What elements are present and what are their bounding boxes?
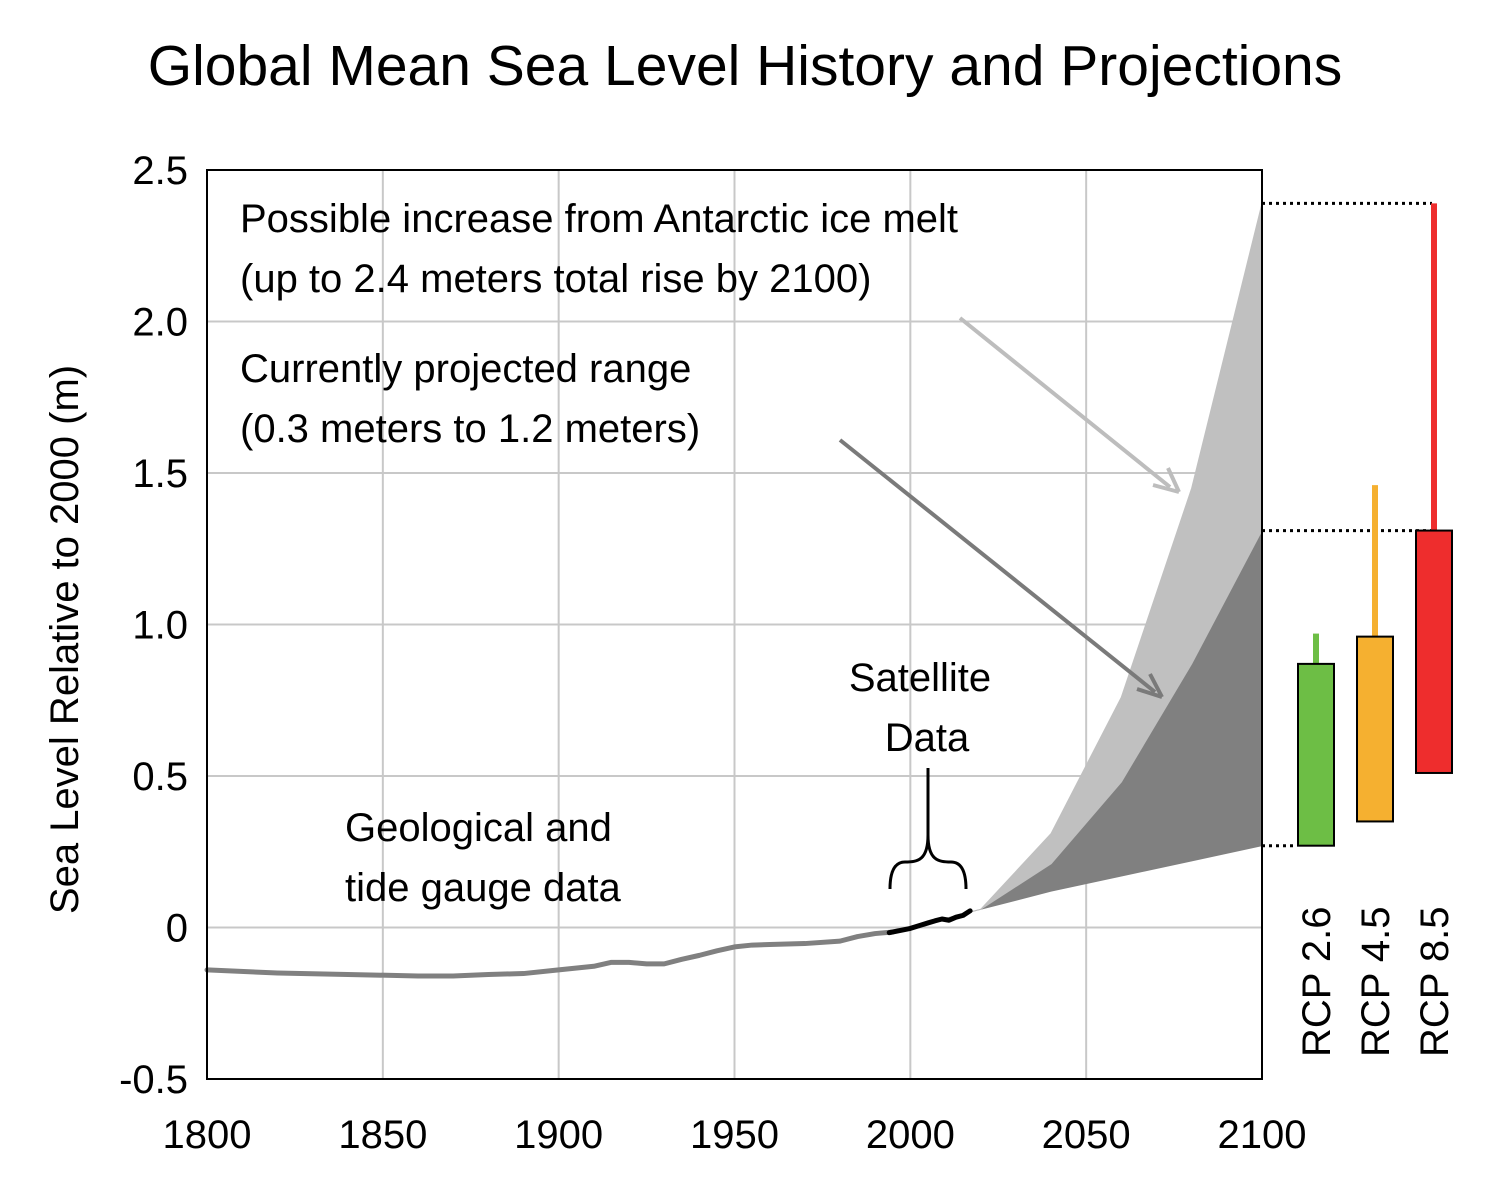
projected-annotation-line1: Currently projected range <box>240 347 691 391</box>
x-tick-label-1: 1850 <box>338 1113 427 1157</box>
y-tick-label-4: 1.5 <box>132 452 188 496</box>
antarctic-annotation-line2: (up to 2.4 meters total rise by 2100) <box>240 257 871 301</box>
rcp-box-1 <box>1356 635 1394 823</box>
projected-annotation-line2: (0.3 meters to 1.2 meters) <box>240 407 700 451</box>
antarctic-arrowhead <box>1152 467 1181 494</box>
y-tick-label-3: 1.0 <box>132 604 188 648</box>
y-axis-label: Sea Level Relative to 2000 (m) <box>43 365 87 914</box>
y-tick-labels: -0.5 0 0.5 1.0 1.5 2.0 2.5 <box>119 149 188 1102</box>
x-tick-label-5: 2050 <box>1042 1113 1131 1157</box>
rcp-box-0 <box>1297 662 1335 847</box>
reference-lines <box>1262 201 1432 848</box>
series-line-1 <box>886 908 973 936</box>
x-tick-label-3: 1950 <box>690 1113 779 1157</box>
projected-arrowhead <box>1136 673 1164 699</box>
geological-annotation-line1: Geological and <box>345 806 612 850</box>
x-tick-labels: 1800 1850 1900 1950 2000 2050 2100 <box>163 1113 1307 1157</box>
y-tick-label-1: 0 <box>166 907 188 951</box>
y-tick-label-6: 2.5 <box>132 149 188 193</box>
antarctic-annotation-line1: Possible increase from Antarctic ice mel… <box>240 197 958 241</box>
annotations: Possible increase from Antarctic ice mel… <box>240 197 1181 910</box>
rcp-label-0: RCP 2.6 <box>1295 907 1339 1057</box>
grid <box>206 169 1263 1080</box>
x-tick-label-4: 2000 <box>866 1113 955 1157</box>
y-tick-label-2: 0.5 <box>132 755 188 799</box>
plot-frame <box>206 169 1263 1080</box>
geological-annotation-line2: tide gauge data <box>345 866 622 910</box>
rcp-label-1: RCP 4.5 <box>1354 907 1398 1057</box>
satellite-bracket <box>888 768 968 890</box>
antarctic-arrow <box>958 316 1172 489</box>
series-line-0 <box>204 929 896 979</box>
y-tick-label-0: -0.5 <box>119 1058 188 1102</box>
rcp-box-2 <box>1415 529 1453 774</box>
history-lines <box>204 908 973 979</box>
x-tick-label-6: 2100 <box>1218 1113 1307 1157</box>
satellite-annotation-line2: Data <box>885 716 970 760</box>
chart-title: Global Mean Sea Level History and Projec… <box>148 34 1342 98</box>
rcp-bars: RCP 2.6 RCP 4.5 RCP 8.5 <box>1295 203 1457 1057</box>
x-tick-label-2: 1900 <box>514 1113 603 1157</box>
x-tick-label-0: 1800 <box>163 1113 252 1157</box>
rcp-label-2: RCP 8.5 <box>1413 907 1457 1057</box>
satellite-annotation-line1: Satellite <box>849 656 991 700</box>
projected-arrow <box>838 438 1157 694</box>
y-tick-label-5: 2.0 <box>132 301 188 345</box>
